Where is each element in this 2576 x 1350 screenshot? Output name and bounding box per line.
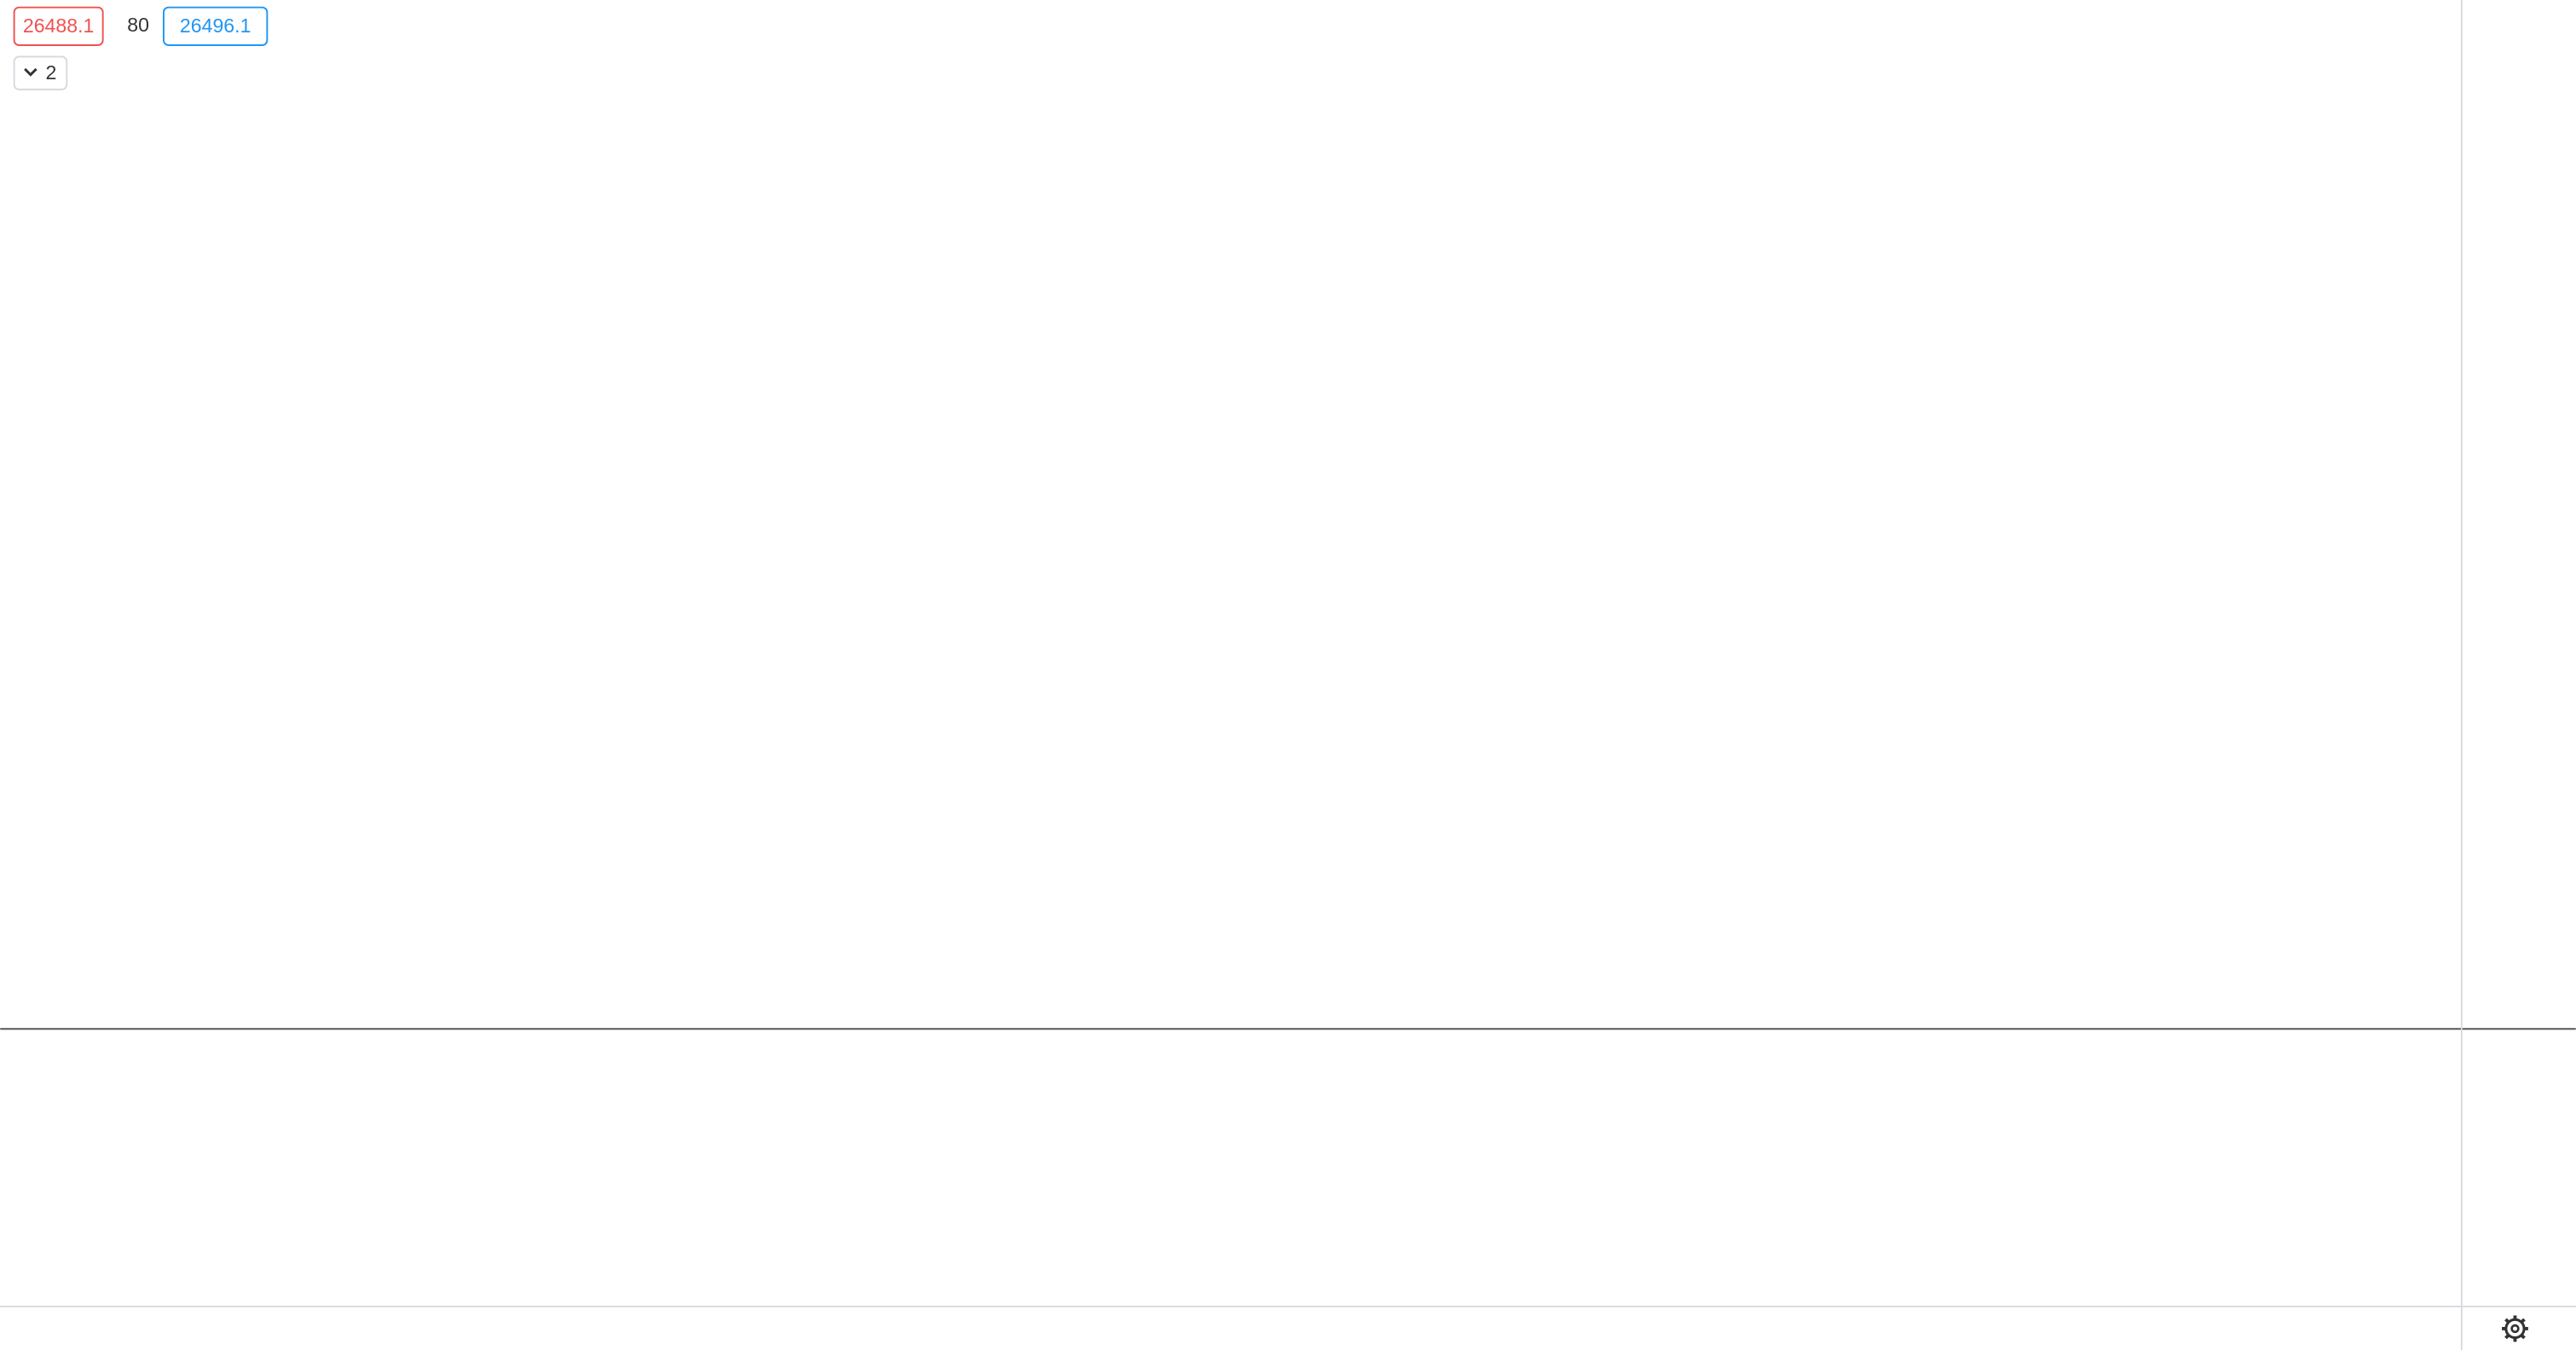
spread: 80 [127,14,149,36]
bid-price[interactable]: 26488.1 [23,14,95,37]
settings-button[interactable] [2502,1315,2528,1342]
gear-teeth [2502,1315,2528,1342]
ask-box[interactable] [163,6,269,46]
gear-center [2510,1324,2520,1334]
ask-price[interactable]: 26496.1 [180,14,251,37]
bid-box[interactable] [13,6,104,46]
collapse-button[interactable] [13,55,68,90]
header[interactable]: 26488.1 80 26496.1 2 [13,6,269,90]
indicator-count[interactable]: 2 [46,61,57,84]
chevron-icon [24,67,38,77]
